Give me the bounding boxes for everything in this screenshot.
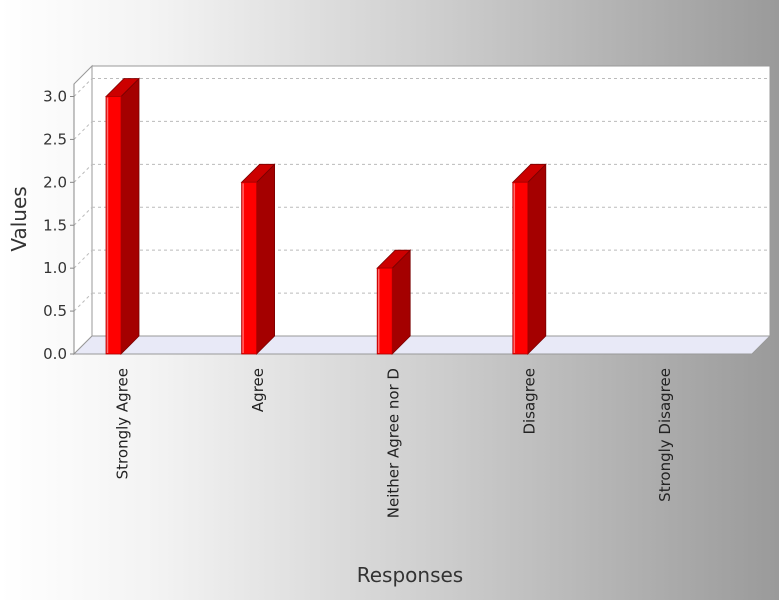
bar: [105, 96, 122, 355]
grid-line-side: [73, 292, 93, 312]
bar-side: [256, 163, 276, 355]
grid-line-side: [73, 163, 93, 183]
y-tick-label: 0.0: [43, 345, 67, 363]
plot-left-wall: [73, 64, 93, 356]
bar: [376, 267, 393, 355]
y-tick-label: 0.5: [43, 302, 67, 320]
x-tick-label: Disagree: [520, 368, 538, 435]
grid-line-side: [73, 78, 93, 97]
y-axis-title: Values: [7, 186, 31, 251]
y-tick-label: 1.5: [43, 216, 67, 234]
y-tick-label: 2.5: [43, 130, 67, 148]
grid-line-side: [73, 249, 93, 269]
x-tick-label: Strongly Agree: [114, 368, 132, 479]
grid-line-side: [73, 121, 93, 140]
bar: [512, 181, 529, 355]
bar: [241, 181, 258, 355]
y-tick-label: 2.0: [43, 173, 67, 191]
grid-line-side: [73, 206, 93, 226]
y-tick-label: 1.0: [43, 259, 67, 277]
x-axis-tick-labels: Strongly Agree Agree Neither Agree nor D Di…: [114, 368, 674, 518]
plot-back-wall: [91, 65, 771, 337]
plot-frame: [72, 64, 772, 356]
x-tick-label: Agree: [249, 368, 267, 412]
x-tick-label: Strongly Disagree: [656, 368, 674, 502]
bar-side: [527, 163, 547, 355]
bar-side: [120, 77, 140, 355]
y-tick-label: 3.0: [43, 88, 67, 106]
y-axis-ticks: 0.0 0.5 1.0 1.5 2.0 2.5 3.0: [43, 88, 74, 363]
x-tick-label: Neither Agree nor D: [385, 368, 403, 518]
bars: [105, 77, 547, 355]
grid-lines: [73, 78, 770, 312]
x-axis-title: Responses: [357, 563, 463, 587]
plot-floor: [72, 335, 772, 355]
